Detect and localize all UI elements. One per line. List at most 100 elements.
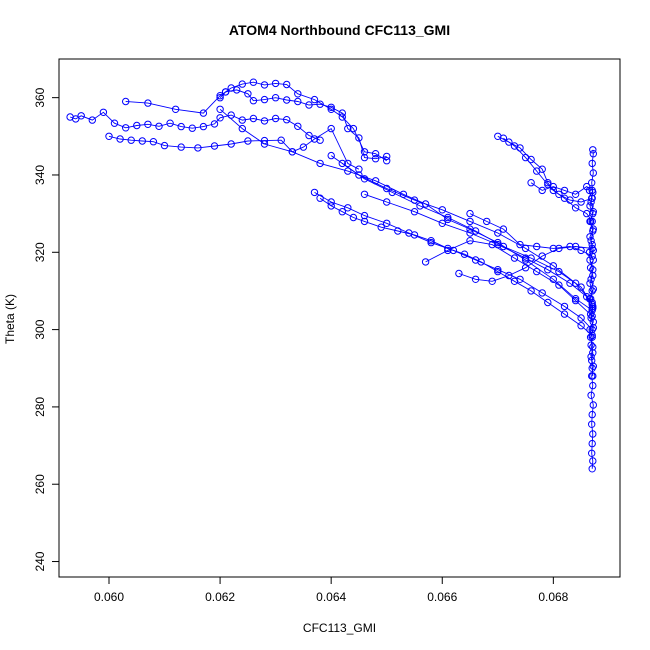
data-point: [166, 119, 174, 127]
series-line: [364, 193, 593, 309]
data-point: [283, 116, 291, 124]
data-point: [144, 120, 152, 129]
data-point: [188, 124, 197, 132]
data-point: [589, 343, 597, 351]
data-point: [527, 287, 535, 295]
data-point: [555, 267, 563, 276]
data-point: [521, 153, 530, 162]
data-point: [538, 289, 546, 297]
data-point: [260, 95, 269, 104]
data-point: [305, 131, 313, 140]
data-point: [216, 94, 224, 102]
data-point: [586, 325, 594, 334]
data-point: [260, 140, 269, 148]
data-point: [360, 217, 369, 226]
data-point: [589, 430, 597, 438]
data-point: [587, 391, 595, 399]
data-point: [588, 179, 596, 187]
data-point: [383, 198, 391, 206]
data-point: [585, 186, 594, 195]
y-axis-label: Theta (K): [3, 294, 17, 344]
data-point: [294, 90, 302, 98]
series-8: [310, 188, 596, 334]
data-point: [499, 134, 508, 142]
data-point: [327, 202, 335, 210]
data-point: [566, 279, 574, 287]
data-point: [310, 188, 319, 197]
data-point: [216, 92, 224, 100]
data-point: [571, 296, 580, 305]
data-point: [588, 333, 596, 341]
data-point: [585, 248, 594, 257]
data-point: [560, 310, 569, 318]
data-point: [294, 97, 302, 106]
series-line: [497, 135, 593, 222]
y-tick-label: 300: [33, 319, 47, 339]
data-point: [360, 148, 369, 156]
data-point: [294, 122, 302, 131]
data-point: [588, 240, 596, 249]
data-point: [455, 269, 463, 278]
y-tick-label: 320: [33, 242, 47, 262]
data-point: [77, 112, 85, 120]
data-point: [533, 267, 541, 276]
data-point: [589, 285, 597, 293]
series-17: [585, 186, 597, 380]
data-point: [587, 237, 595, 245]
data-point: [544, 266, 552, 274]
data-point: [438, 206, 446, 214]
series-line: [125, 89, 387, 160]
data-point: [260, 117, 269, 125]
data-point: [88, 116, 97, 124]
data-point: [72, 115, 80, 123]
data-point: [355, 171, 363, 179]
data-point: [377, 223, 385, 231]
data-point: [444, 246, 452, 255]
data-point: [483, 217, 491, 226]
data-point: [589, 302, 597, 311]
y-tick-label: 240: [33, 551, 47, 571]
data-point: [122, 124, 130, 132]
data-point: [283, 80, 291, 89]
data-point: [589, 372, 597, 380]
data-point: [586, 264, 595, 272]
series-line: [69, 111, 321, 141]
data-point: [566, 242, 574, 251]
data-point: [360, 211, 369, 220]
series-line: [503, 137, 593, 203]
data-point: [589, 401, 597, 409]
data-point: [238, 116, 247, 124]
data-point: [571, 190, 580, 199]
x-tick-label: 0.066: [427, 590, 457, 604]
plot-frame: [58, 58, 621, 578]
data-point: [360, 175, 369, 183]
data-point: [560, 186, 569, 195]
data-point: [244, 137, 252, 145]
data-point: [589, 266, 597, 274]
data-point: [586, 310, 595, 318]
data-point: [571, 204, 580, 212]
series-line: [425, 240, 593, 317]
data-point: [577, 246, 585, 255]
data-point: [505, 138, 513, 146]
data-point: [155, 122, 163, 131]
data-point: [327, 198, 335, 206]
data-point: [383, 219, 391, 228]
data-point: [427, 237, 435, 245]
y-tick-label: 360: [33, 87, 47, 107]
data-point: [410, 208, 419, 216]
series-2: [122, 86, 391, 163]
data-point: [588, 159, 596, 168]
data-point: [122, 97, 130, 106]
data-point: [283, 96, 291, 104]
data-point: [521, 264, 530, 272]
data-point: [177, 122, 185, 131]
data-point: [210, 142, 219, 150]
data-point: [288, 148, 296, 156]
data-point: [527, 179, 535, 187]
data-point: [277, 136, 285, 144]
data-point: [160, 141, 169, 150]
data-point: [533, 167, 541, 175]
